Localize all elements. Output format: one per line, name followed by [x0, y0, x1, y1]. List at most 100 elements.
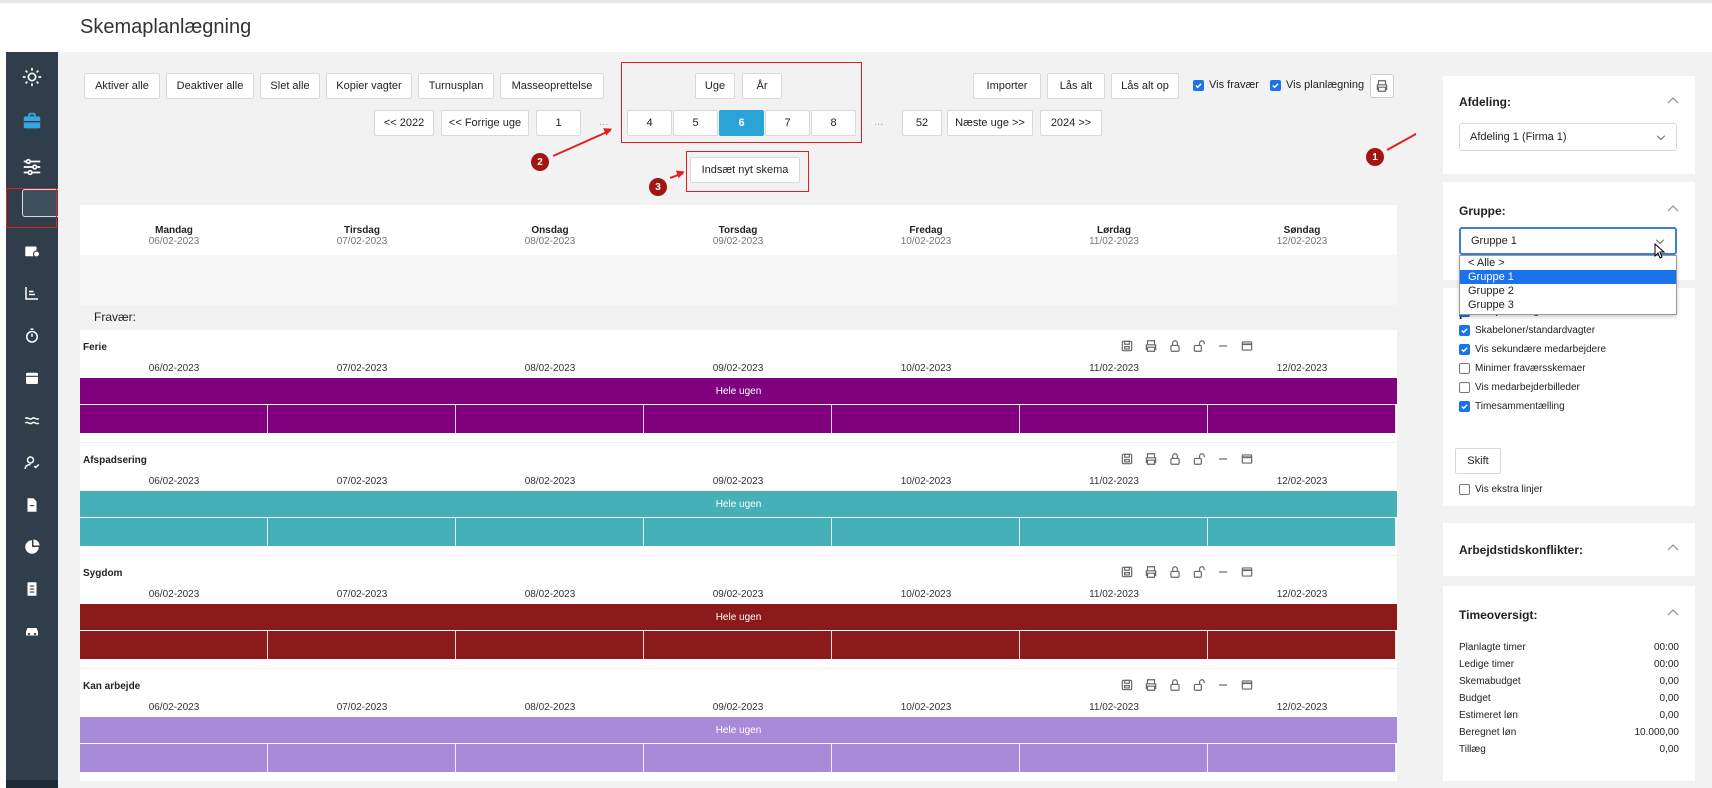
- printer-icon[interactable]: [1144, 565, 1158, 579]
- save-icon[interactable]: [1120, 565, 1134, 579]
- day-cell[interactable]: [1208, 744, 1396, 772]
- day-cell[interactable]: [80, 518, 268, 546]
- save-icon[interactable]: [1120, 339, 1134, 353]
- next-year-button[interactable]: 2024 >>: [1040, 110, 1102, 136]
- next-week-button[interactable]: Næste uge >>: [947, 110, 1033, 136]
- lock-icon[interactable]: [1168, 565, 1182, 579]
- day-cell[interactable]: [644, 405, 832, 433]
- sun-icon[interactable]: [6, 58, 58, 96]
- dropdown-option[interactable]: Gruppe 2: [1468, 285, 1514, 297]
- day-cell[interactable]: [268, 405, 456, 433]
- calendar-icon[interactable]: [6, 359, 58, 397]
- lock-icon[interactable]: [1168, 339, 1182, 353]
- printer-icon[interactable]: [1144, 452, 1158, 466]
- show-absence-checkbox[interactable]: Vis fravær: [1193, 79, 1259, 91]
- prev-year-button[interactable]: << 2022: [374, 110, 434, 136]
- lock-icon[interactable]: [1168, 452, 1182, 466]
- calendar-money-icon[interactable]: [6, 232, 58, 270]
- week-last-button[interactable]: 52: [902, 110, 942, 136]
- day-cell[interactable]: [1020, 518, 1208, 546]
- option-checkbox[interactable]: Vis sekundære medarbejdere: [1459, 344, 1606, 355]
- printer-icon[interactable]: [1144, 339, 1158, 353]
- option-checkbox[interactable]: Timesammentælling: [1459, 401, 1565, 412]
- day-cell[interactable]: [268, 744, 456, 772]
- unlock-icon[interactable]: [1192, 339, 1206, 353]
- week-button-6[interactable]: 6: [719, 110, 764, 136]
- import-button[interactable]: Importer: [973, 73, 1041, 99]
- chevron-up-icon[interactable]: [1667, 96, 1679, 104]
- minimize-icon[interactable]: [1216, 678, 1230, 692]
- day-cell[interactable]: [832, 631, 1020, 659]
- day-cell[interactable]: [832, 405, 1020, 433]
- week-button-7[interactable]: 7: [765, 110, 810, 136]
- day-cell[interactable]: [832, 744, 1020, 772]
- unlock-icon[interactable]: [1192, 452, 1206, 466]
- save-icon[interactable]: [1120, 452, 1134, 466]
- week-view-button[interactable]: Uge: [695, 73, 735, 99]
- option-checkbox[interactable]: Minimer fraværsskemaer: [1459, 363, 1586, 374]
- lock-all-button[interactable]: Lås alt: [1047, 73, 1105, 99]
- chevron-up-icon[interactable]: [1667, 608, 1679, 616]
- window-icon[interactable]: [1240, 339, 1254, 353]
- unlock-icon[interactable]: [1192, 678, 1206, 692]
- unlock-all-button[interactable]: Lås alt op: [1111, 73, 1179, 99]
- stopwatch-icon[interactable]: [6, 317, 58, 355]
- day-cell[interactable]: [456, 631, 644, 659]
- show-planning-checkbox[interactable]: Vis planlægning: [1270, 79, 1364, 91]
- pie-icon[interactable]: [6, 528, 58, 566]
- day-cell[interactable]: [1208, 631, 1396, 659]
- insert-schedule-button[interactable]: Indsæt nyt skema: [690, 157, 800, 183]
- activate-all-button[interactable]: Aktiver alle: [84, 73, 160, 99]
- dropdown-option[interactable]: Gruppe 1: [1460, 270, 1676, 284]
- day-cell[interactable]: [644, 744, 832, 772]
- document-icon[interactable]: [6, 486, 58, 524]
- gruppe-select[interactable]: Gruppe 1: [1459, 227, 1677, 255]
- minimize-icon[interactable]: [1216, 339, 1230, 353]
- day-cell[interactable]: [644, 631, 832, 659]
- chevron-up-icon[interactable]: [1667, 543, 1679, 551]
- day-cell[interactable]: [456, 744, 644, 772]
- week-button-4[interactable]: 4: [627, 110, 672, 136]
- car-icon[interactable]: [6, 612, 58, 650]
- printer-icon[interactable]: [1144, 678, 1158, 692]
- window-icon[interactable]: [1240, 452, 1254, 466]
- unlock-icon[interactable]: [1192, 565, 1206, 579]
- option-checkbox[interactable]: Skabeloner/standardvagter: [1459, 325, 1595, 336]
- week-button-8[interactable]: 8: [811, 110, 856, 136]
- whole-week-bar[interactable]: Hele ugen: [80, 378, 1397, 404]
- whole-week-bar[interactable]: Hele ugen: [80, 604, 1397, 630]
- copy-shifts-button[interactable]: Kopier vagter: [326, 73, 412, 99]
- delete-all-button[interactable]: Slet alle: [260, 73, 320, 99]
- briefcase-icon[interactable]: [6, 102, 58, 140]
- window-icon[interactable]: [1240, 678, 1254, 692]
- whole-week-bar[interactable]: Hele ugen: [80, 491, 1397, 517]
- minimize-icon[interactable]: [1216, 565, 1230, 579]
- skift-button[interactable]: Skift: [1455, 448, 1501, 474]
- day-cell[interactable]: [1208, 518, 1396, 546]
- window-icon[interactable]: [1240, 565, 1254, 579]
- prev-week-button[interactable]: << Forrige uge: [441, 110, 529, 136]
- deactivate-all-button[interactable]: Deaktiver alle: [166, 73, 254, 99]
- extra-lines-checkbox[interactable]: Vis ekstra linjer: [1459, 484, 1543, 495]
- day-cell[interactable]: [80, 744, 268, 772]
- afdeling-select[interactable]: Afdeling 1 (Firma 1): [1459, 123, 1677, 151]
- save-icon[interactable]: [1120, 678, 1134, 692]
- week-button-5[interactable]: 5: [673, 110, 718, 136]
- chart-icon[interactable]: [6, 274, 58, 312]
- day-cell[interactable]: [1020, 744, 1208, 772]
- day-cell[interactable]: [456, 405, 644, 433]
- day-cell[interactable]: [268, 631, 456, 659]
- day-cell[interactable]: [268, 518, 456, 546]
- minimize-icon[interactable]: [1216, 452, 1230, 466]
- rotation-plan-button[interactable]: Turnusplan: [418, 73, 494, 99]
- day-cell[interactable]: [456, 518, 644, 546]
- user-icon[interactable]: [6, 444, 58, 482]
- day-cell[interactable]: [644, 518, 832, 546]
- week-first-button[interactable]: 1: [536, 110, 581, 136]
- sliders-icon[interactable]: [6, 148, 58, 186]
- day-cell[interactable]: [1208, 405, 1396, 433]
- day-cell[interactable]: [1020, 405, 1208, 433]
- lock-icon[interactable]: [1168, 678, 1182, 692]
- option-checkbox[interactable]: Vis medarbejderbilleder: [1459, 382, 1580, 393]
- dropdown-option[interactable]: < Alle >: [1468, 257, 1505, 269]
